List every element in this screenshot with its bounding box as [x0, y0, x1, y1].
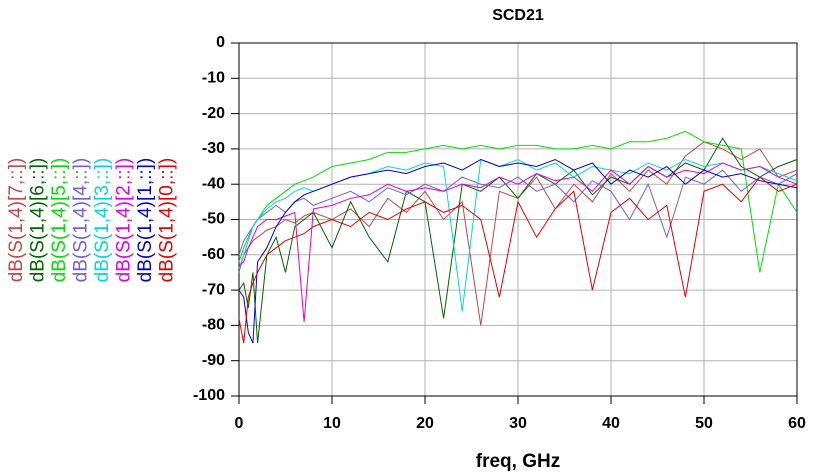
legend-entry: dB(S(1,4)[3,::])	[92, 158, 113, 283]
legend-entry: dB(S(1,4)[2,::])	[114, 158, 135, 283]
y-tick-label: -10	[202, 70, 225, 87]
x-tick-label: 30	[509, 415, 527, 432]
series-line	[238, 176, 798, 344]
chart-title: SCD21	[492, 7, 544, 24]
x-tick-label: 20	[416, 415, 434, 432]
y-tick-label: -30	[202, 140, 225, 157]
legend-entry: dB(S(1,4)[5,::])	[49, 158, 70, 283]
series-line	[238, 169, 798, 255]
legend-entry: dB(S(1,4)[1,::])	[135, 158, 156, 283]
y-tick-label: -90	[202, 352, 225, 369]
y-tick-label: 0	[216, 34, 225, 51]
plot-frame	[238, 42, 798, 397]
legend-entry: dB(S(1,4)[7,::])	[6, 158, 27, 283]
x-tick-label: 50	[695, 415, 713, 432]
series-line	[238, 130, 798, 273]
y-tick-label: -60	[202, 246, 225, 263]
x-tick-label: 60	[788, 415, 806, 432]
y-tick-label: -80	[202, 317, 225, 334]
x-axis-label: freq, GHz	[476, 451, 560, 472]
series-line	[238, 162, 798, 322]
y-tick-label: -100	[193, 387, 225, 404]
y-tick-label: -40	[202, 175, 225, 192]
x-tick-label: 10	[323, 415, 341, 432]
legend-entry: dB(S(1,4)[0,::])	[157, 158, 178, 283]
x-tick-label: 0	[235, 415, 244, 432]
series-line	[238, 158, 798, 312]
y-tick-label: -20	[202, 105, 225, 122]
y-tick-label: -70	[202, 281, 225, 298]
y-tick-label: -50	[202, 211, 225, 228]
legend-entry: dB(S(1,4)[6,::])	[28, 158, 49, 283]
legend-entry: dB(S(1,4)[4,::])	[71, 158, 92, 283]
x-tick-label: 40	[602, 415, 620, 432]
series-line	[238, 158, 798, 344]
